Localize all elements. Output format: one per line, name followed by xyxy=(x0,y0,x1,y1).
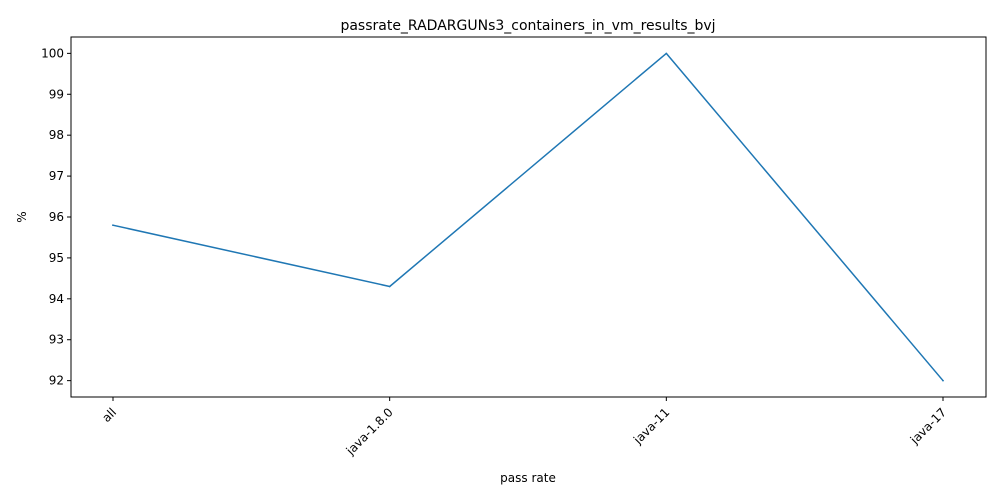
y-tick-label: 94 xyxy=(49,292,64,306)
data-point xyxy=(388,285,391,288)
chart-title: passrate_RADARGUNs3_containers_in_vm_res… xyxy=(340,18,715,34)
y-tick-label: 96 xyxy=(49,210,64,224)
y-tick-label: 92 xyxy=(49,374,64,388)
data-point xyxy=(112,224,114,226)
plot-frame xyxy=(70,36,987,398)
y-tick-label: 98 xyxy=(49,128,64,142)
y-axis-ticks: 92 93 94 95 96 97 98 99 100 xyxy=(41,46,71,388)
y-tick-label: 95 xyxy=(49,251,64,265)
x-axis-label: pass rate xyxy=(500,471,556,485)
y-axis-label: % xyxy=(15,211,29,222)
data-point xyxy=(665,52,668,55)
y-tick-label: 97 xyxy=(49,169,64,183)
y-tick-label: 100 xyxy=(41,46,64,60)
y-tick-label: 93 xyxy=(49,333,64,347)
series-line-0 xyxy=(112,52,945,382)
series-layer xyxy=(112,52,945,382)
y-tick-label: 99 xyxy=(49,87,64,101)
data-point xyxy=(942,379,944,382)
